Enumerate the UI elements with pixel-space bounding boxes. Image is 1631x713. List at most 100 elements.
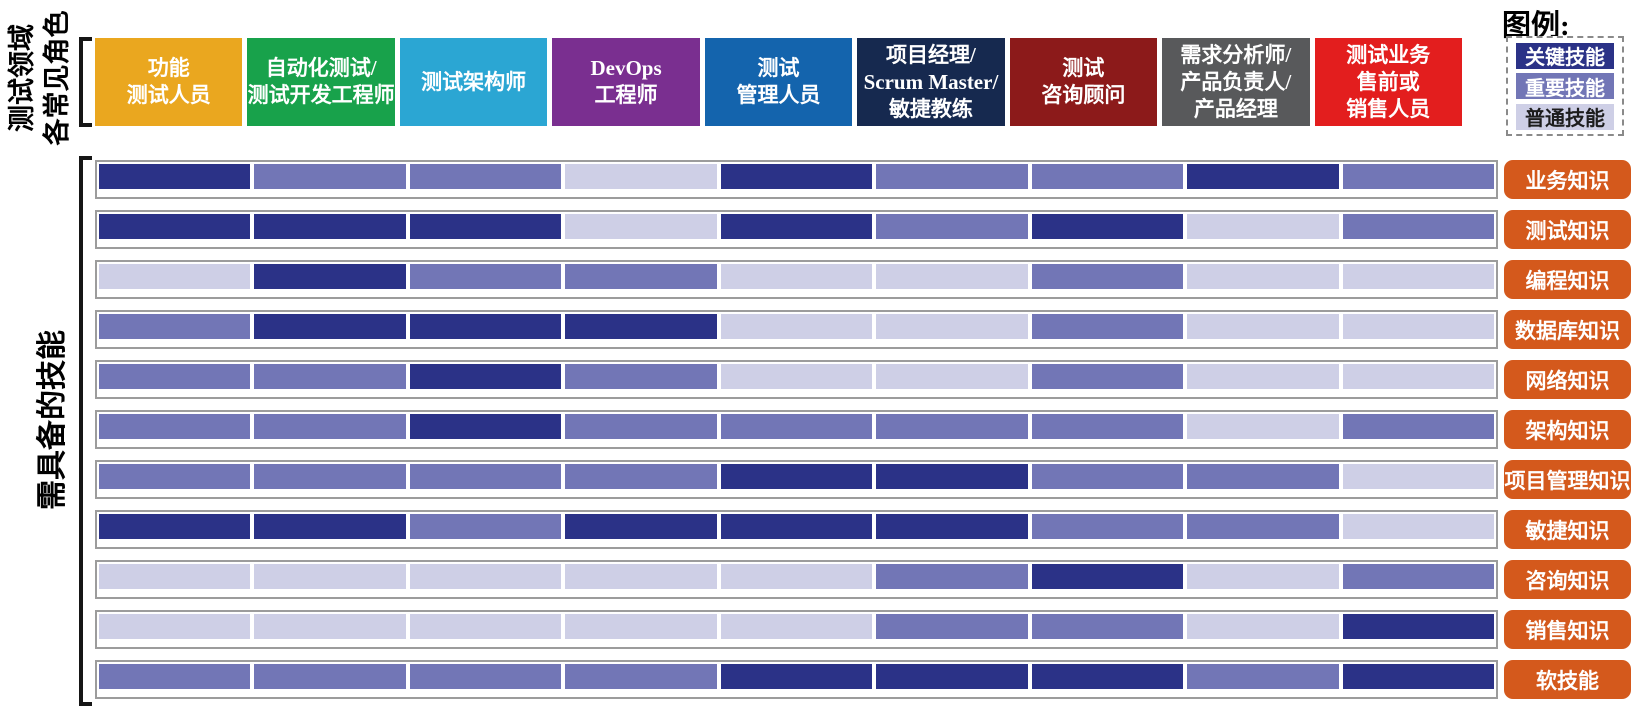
skill-cell-r7-c5-key — [720, 464, 873, 489]
skill-cell-r9-c7-key — [1031, 564, 1184, 589]
skill-bar — [95, 560, 1498, 599]
skill-cell-r10-c3-ordinary — [409, 614, 562, 639]
skill-cell-r10-c9-key — [1342, 614, 1494, 639]
skill-cell-r8-c7-important — [1031, 514, 1184, 539]
skill-cell-r9-c5-ordinary — [720, 564, 873, 589]
skill-label: 敏捷知识 — [1504, 510, 1631, 549]
skill-cell-r3-c3-important — [409, 264, 562, 289]
skill-label: 销售知识 — [1504, 610, 1631, 649]
skill-row-2: 测试知识 — [95, 210, 1631, 249]
skill-cell-r11-c1-important — [99, 664, 251, 689]
skill-row-4: 数据库知识 — [95, 310, 1631, 349]
skill-cell-r8-c4-key — [565, 514, 717, 539]
skill-cell-r11-c5-key — [720, 664, 873, 689]
skill-rows: 业务知识测试知识编程知识数据库知识网络知识架构知识项目管理知识敏捷知识咨询知识销… — [95, 160, 1631, 699]
role-box-label-line: 咨询顾问 — [1041, 83, 1126, 107]
skill-cell-r4-c6-ordinary — [876, 314, 1028, 339]
legend-swatch-key: 关键技能 — [1516, 42, 1614, 69]
skill-cell-r1-c5-key — [720, 164, 873, 189]
skill-cell-r9-c3-ordinary — [409, 564, 562, 589]
skill-cell-r8-c9-ordinary — [1342, 514, 1494, 539]
roles-axis-title-line1: 测试领域 — [7, 24, 37, 132]
skill-cell-r2-c6-important — [876, 214, 1028, 239]
skill-label: 数据库知识 — [1504, 310, 1631, 349]
skill-cell-r6-c6-important — [876, 414, 1028, 439]
skill-label: 测试知识 — [1504, 210, 1631, 249]
skill-cell-r5-c9-ordinary — [1342, 364, 1494, 389]
skill-bar — [95, 410, 1498, 449]
legend-box: 关键技能重要技能普通技能 — [1506, 36, 1624, 136]
roles-axis-title: 测试领域 各常见角色 — [5, 3, 75, 153]
skill-cell-r6-c3-key — [409, 414, 562, 439]
skills-bracket — [79, 156, 92, 706]
skill-cell-r3-c7-important — [1031, 264, 1184, 289]
skill-cell-r7-c4-important — [565, 464, 717, 489]
skill-cell-r10-c8-ordinary — [1187, 614, 1339, 639]
role-box-label-line: 管理人员 — [736, 83, 821, 107]
skill-cell-r4-c4-key — [565, 314, 717, 339]
skill-cell-r2-c3-key — [409, 214, 562, 239]
role-box-label-line: 工程师 — [594, 83, 658, 107]
skill-cell-r3-c2-key — [254, 264, 406, 289]
skill-cell-r11-c3-important — [409, 664, 562, 689]
role-box-label-line: 测试 — [757, 56, 800, 80]
skill-row-5: 网络知识 — [95, 360, 1631, 399]
skill-cell-r10-c6-important — [876, 614, 1028, 639]
skill-bar — [95, 160, 1498, 199]
skill-cell-r10-c4-ordinary — [565, 614, 717, 639]
skill-cell-r2-c2-key — [254, 214, 406, 239]
skill-cell-r3-c9-ordinary — [1342, 264, 1494, 289]
skill-cell-r3-c4-important — [565, 264, 717, 289]
role-box-label-line: 售前或 — [1356, 69, 1420, 94]
skill-cell-r10-c1-ordinary — [99, 614, 251, 639]
skill-row-8: 敏捷知识 — [95, 510, 1631, 549]
skill-cell-r5-c4-important — [565, 364, 717, 389]
skill-cell-r2-c8-ordinary — [1187, 214, 1339, 239]
role-box-7: 测试 咨询顾问 — [1009, 38, 1158, 126]
skill-label: 业务知识 — [1504, 160, 1631, 199]
skill-cell-r6-c1-important — [99, 414, 251, 439]
skill-cell-r4-c8-ordinary — [1187, 314, 1339, 339]
skill-cell-r6-c7-important — [1031, 414, 1184, 439]
skill-cell-r10-c5-ordinary — [720, 614, 873, 639]
skill-cell-r8-c1-key — [99, 514, 251, 539]
skill-row-3: 编程知识 — [95, 260, 1631, 299]
skill-cell-r4-c5-ordinary — [720, 314, 873, 339]
skill-cell-r2-c4-ordinary — [565, 214, 717, 239]
legend-swatch-ordinary: 普通技能 — [1516, 103, 1614, 130]
skill-cell-r6-c9-important — [1342, 414, 1494, 439]
legend-swatch-important: 重要技能 — [1516, 73, 1614, 100]
skill-row-9: 咨询知识 — [95, 560, 1631, 599]
skill-cell-r1-c6-important — [876, 164, 1028, 189]
skill-cell-r7-c2-important — [254, 464, 406, 489]
skill-cell-r5-c3-key — [409, 364, 562, 389]
skill-cell-r2-c5-key — [720, 214, 873, 239]
skill-cell-r11-c9-key — [1342, 664, 1494, 689]
role-box-label-line: 敏捷教练 — [888, 96, 973, 121]
role-box-1: 功能 测试人员 — [95, 38, 243, 126]
skill-cell-r1-c3-important — [409, 164, 562, 189]
skill-cell-r8-c5-key — [720, 514, 873, 539]
skill-cell-r11-c8-important — [1187, 664, 1339, 689]
role-box-2: 自动化测试/测试开发工程师 — [247, 38, 395, 126]
role-box-label-line: 产品负责人/ — [1180, 69, 1292, 94]
skill-row-7: 项目管理知识 — [95, 460, 1631, 499]
skill-cell-r9-c8-ordinary — [1187, 564, 1339, 589]
role-box-label-line: 测试业务 — [1346, 42, 1431, 67]
skill-cell-r1-c2-important — [254, 164, 406, 189]
skill-bar — [95, 660, 1498, 699]
skill-row-11: 软技能 — [95, 660, 1631, 699]
skill-cell-r3-c6-ordinary — [876, 264, 1028, 289]
skill-cell-r9-c1-ordinary — [99, 564, 251, 589]
skill-label: 架构知识 — [1504, 410, 1631, 449]
skill-cell-r5-c7-important — [1031, 364, 1184, 389]
skill-cell-r1-c1-key — [99, 164, 251, 189]
skill-cell-r3-c5-ordinary — [720, 264, 873, 289]
role-box-label-line: 测试 — [1062, 56, 1105, 80]
skill-bar — [95, 460, 1498, 499]
skill-cell-r10-c2-ordinary — [254, 614, 406, 639]
roles-axis-title-line2: 各常见角色 — [42, 10, 72, 146]
skill-cell-r11-c6-key — [876, 664, 1028, 689]
skill-cell-r9-c4-ordinary — [565, 564, 717, 589]
